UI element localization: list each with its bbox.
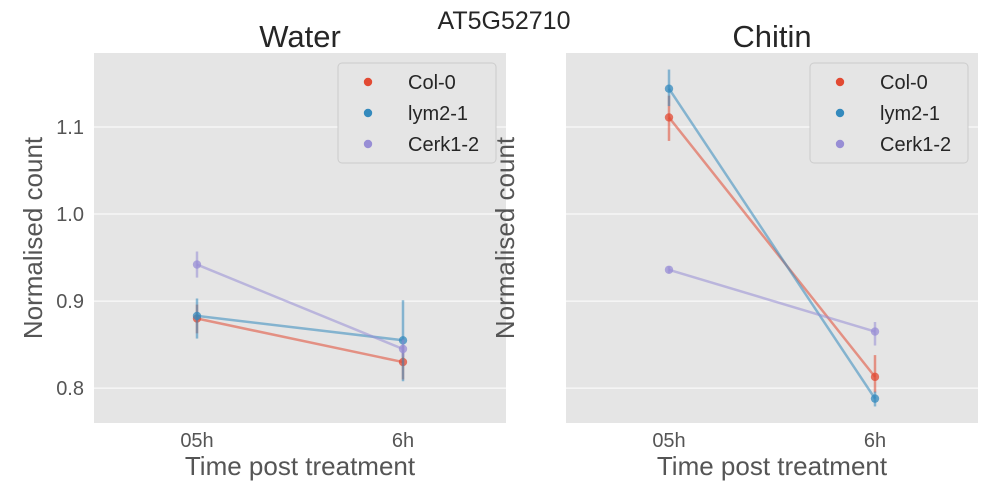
data-point xyxy=(398,344,408,354)
chart-title: Chitin xyxy=(732,19,811,54)
legend-label: lym2-1 xyxy=(408,103,468,125)
series-line xyxy=(668,116,876,378)
legend-marker xyxy=(363,139,373,149)
chart-title: Water xyxy=(259,19,341,54)
data-point xyxy=(664,265,674,274)
legend-marker xyxy=(363,77,373,87)
series-line xyxy=(668,268,876,333)
legend-label: Cerk1-2 xyxy=(880,134,951,156)
legend-label: lym2-1 xyxy=(880,103,940,125)
data-point xyxy=(870,327,880,336)
legend-box xyxy=(809,62,969,164)
series-line xyxy=(667,88,877,400)
y-tick-label: 0.9 xyxy=(56,291,84,313)
legend-marker xyxy=(363,108,373,118)
y-tick-label: 0.8 xyxy=(56,378,84,400)
data-point xyxy=(192,260,202,269)
legend-marker xyxy=(835,139,845,149)
legend-label: Col-0 xyxy=(880,72,928,94)
x-tick-label: 6h xyxy=(392,430,414,452)
legend-marker xyxy=(835,108,845,118)
legend-box xyxy=(337,62,497,164)
data-point xyxy=(664,84,674,93)
data-point xyxy=(192,311,202,321)
x-tick-label: 6h xyxy=(864,430,886,452)
y-tick-label: 1.0 xyxy=(56,204,84,226)
x-axis-label: Time post treatment xyxy=(185,451,416,481)
y-axis-label: Normalised count xyxy=(490,136,520,339)
series-line xyxy=(196,317,404,364)
x-tick-label: 05h xyxy=(652,430,685,452)
data-point xyxy=(870,394,880,403)
data-point xyxy=(870,372,880,382)
y-tick-label: 1.1 xyxy=(56,117,84,139)
x-axis-label: Time post treatment xyxy=(657,451,888,481)
figure-suptitle: AT5G52710 xyxy=(438,7,571,35)
data-point xyxy=(664,113,674,122)
legend-label: Col-0 xyxy=(408,72,456,94)
series-line xyxy=(196,263,404,351)
legend-label: Cerk1-2 xyxy=(408,134,479,156)
legend-marker xyxy=(835,77,845,87)
y-axis-label: Normalised count xyxy=(18,136,48,339)
x-tick-label: 05h xyxy=(180,430,213,452)
